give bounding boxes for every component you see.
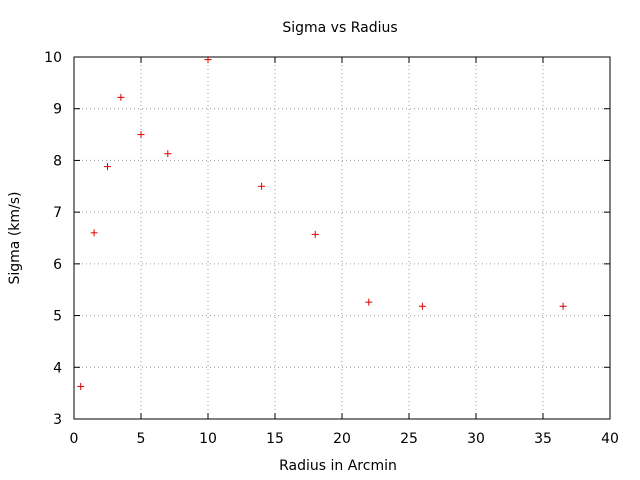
x-tick-label: 35: [534, 431, 552, 447]
x-tick-label: 0: [70, 431, 79, 447]
x-tick-label: 30: [467, 431, 485, 447]
data-point: [104, 163, 111, 171]
y-tick-label: 5: [53, 309, 62, 325]
x-tick-label: 25: [400, 431, 418, 447]
data-point: [90, 229, 98, 237]
y-tick-label: 9: [53, 102, 62, 118]
data-point: [164, 150, 172, 158]
data-point: [418, 302, 426, 310]
y-tick-label: 3: [53, 412, 62, 428]
data-point: [559, 302, 567, 310]
x-tick-label: 40: [601, 431, 619, 447]
x-tick-label: 10: [199, 431, 217, 447]
x-tick-label: 5: [137, 431, 146, 447]
y-tick-label: 7: [53, 205, 62, 221]
data-point: [311, 230, 319, 238]
grid: [74, 57, 610, 419]
x-axis-label: Radius in Arcmin: [279, 458, 397, 474]
y-tick-label: 10: [44, 50, 62, 66]
x-tick-label: 20: [333, 431, 351, 447]
chart-title: Sigma vs Radius: [282, 20, 397, 36]
axis-ticks: 0 5 10 15 20 25 30 35 40 3 4 5 6 7 8 9 10: [44, 50, 619, 447]
y-tick-label: 6: [53, 257, 62, 273]
y-tick-label: 8: [53, 153, 62, 169]
data-point: [137, 131, 145, 139]
x-tick-label: 15: [266, 431, 284, 447]
data-point: [204, 56, 212, 64]
data-point: [365, 298, 373, 306]
y-tick-label: 4: [53, 360, 62, 376]
y-axis-label: Sigma (km/s): [7, 191, 23, 284]
data-point: [77, 382, 85, 390]
data-point: [117, 93, 125, 101]
data-point: [258, 182, 266, 190]
data-points: [77, 56, 567, 390]
